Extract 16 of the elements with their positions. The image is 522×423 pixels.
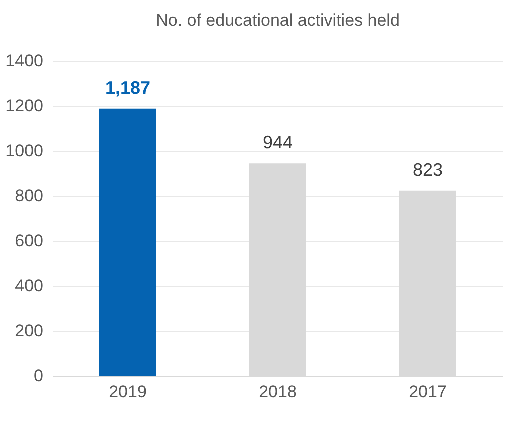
y-tick-label: 1000 [6,142,44,160]
x-tick-label: 2017 [409,382,447,402]
y-tick-label: 0 [34,366,44,386]
y-tick-label: 400 [15,276,44,296]
data-label: 1,187 [105,78,151,98]
y-tick-label: 1400 [6,52,44,70]
x-tick-label: 2018 [259,382,297,402]
data-label: 823 [412,160,444,180]
bar [100,108,156,376]
chart-title: No. of educational activities held [156,11,400,30]
y-tick-label: 200 [15,322,44,340]
y-tick-label: 800 [15,186,44,206]
data-label: 944 [262,132,294,153]
y-tick-label: 600 [15,232,44,250]
x-tick-label: 2019 [109,382,147,402]
y-tick-label: 1200 [6,96,44,116]
